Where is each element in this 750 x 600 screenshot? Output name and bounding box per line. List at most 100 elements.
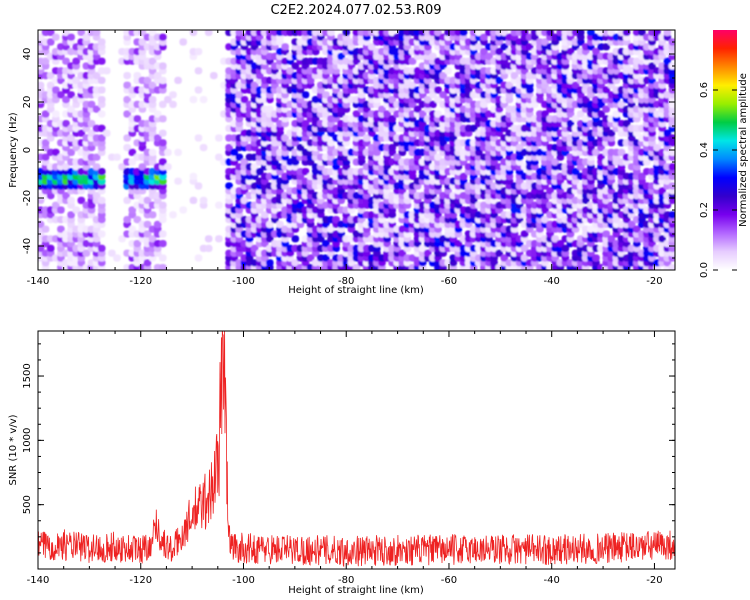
heatmap-cell [92,105,101,113]
heatmap-cell [97,134,106,142]
heatmap-cell [194,254,203,262]
heatmap-cell [103,67,111,75]
heatmap-cell [46,81,55,89]
heatmap-cell [77,30,86,36]
snr-plot-area [38,331,675,569]
heatmap-cell [210,72,218,80]
heatmap-cell [123,134,131,142]
heatmap-cell [67,134,75,142]
heatmap-cell [235,153,244,161]
heatmap-cell [38,220,45,228]
heatmap-cell [77,129,86,137]
heatmap-cell [62,96,70,104]
heatmap-cell [38,81,45,89]
heatmap-cell [199,144,208,152]
heatmap-cell [143,220,152,228]
heatmap-cell [592,254,600,262]
snr-x-tick-label: -60 [441,575,457,586]
heatmap-cell [62,120,70,128]
heatmap-cell [143,230,152,238]
heatmap-cell [92,72,101,80]
heatmap-cell [291,235,300,243]
heatmap-cell [148,211,157,219]
heatmap-cell [174,76,182,84]
heatmap-cell [169,91,177,99]
heatmap-cell [189,96,198,104]
heatmap-cell [97,196,106,204]
chart-title: C2E2.2024.077.02.53.R09 [270,3,441,18]
heatmap-cell [179,206,187,214]
heatmap-x-tick-label: -120 [129,276,152,287]
snr-x-tick-label: -40 [544,575,560,586]
heatmap-cell [67,211,75,219]
heatmap-cell [72,76,80,84]
heatmap-cell [159,230,167,238]
heatmap-cell [159,76,167,84]
heatmap-cell [46,244,55,252]
snr-x-tick-label: -140 [27,575,50,586]
heatmap-y-tick-label: 40 [22,48,33,61]
heatmap-cell [92,192,101,200]
heatmap-cell [133,72,142,80]
heatmap-cell [103,129,111,137]
heatmap-cell [52,201,60,209]
heatmap-cell [159,254,167,262]
heatmap-x-tick-label: -60 [441,276,457,287]
heatmap-cell [123,144,131,152]
heatmap-y-tick-label: -20 [22,190,33,206]
heatmap-cell [266,105,274,113]
heatmap-cell [46,30,55,36]
heatmap-cell [159,62,167,70]
heatmap-cell [97,96,106,104]
snr-x-tick-label: -100 [232,575,255,586]
heatmap-cell [72,57,80,65]
heatmap-cell [148,148,157,156]
heatmap-cell [123,72,131,80]
heatmap-cell [67,148,75,156]
heatmap-cell [97,124,106,132]
snr-y-tick-label: 1000 [22,428,33,453]
heatmap-cell [240,96,249,104]
heatmap-cell [235,30,244,36]
heatmap-cell [92,163,101,171]
heatmap-cell [67,196,75,204]
heatmap-cell [133,115,142,123]
heatmap-cell [291,62,300,70]
heatmap-cell [148,96,157,104]
heatmap-cell [41,110,50,118]
heatmap-cell [164,148,172,156]
heatmap-cell [276,220,284,228]
heatmap-cell [215,235,223,243]
heatmap-cell [153,220,162,228]
heatmap-cell [143,196,152,204]
heatmap-cell [72,206,80,214]
heatmap-cell [123,96,131,104]
heatmap-cell [159,158,167,166]
heatmap-cell [133,240,142,248]
heatmap-cell [41,225,50,233]
heatmap-cell [92,30,101,36]
heatmap-cell [204,235,213,243]
heatmap-cell [97,57,106,65]
heatmap-y-tick-label: 20 [22,96,33,109]
heatmap-cell [266,220,274,228]
snr-x-tick-label: -20 [646,575,662,586]
heatmap-cell [148,81,157,89]
heatmap-cell [281,134,289,142]
heatmap-cell [159,115,167,123]
heatmap-cell [240,196,249,204]
heatmap-x-tick-label: -40 [544,276,560,287]
heatmap-cell [128,225,137,233]
heatmap-cell [46,38,55,46]
heatmap-cell [113,254,121,262]
heatmap-cell [148,57,157,65]
heatmap-cell [97,86,106,94]
heatmap-cell [153,134,162,142]
heatmap-cell [97,76,106,84]
heatmap-cell [194,134,203,142]
heatmap-x-axis-label: Height of straight line (km) [288,285,424,296]
heatmap-cell [123,216,131,224]
heatmap-y-axis-label: Frequency (Hz) [8,112,19,188]
heatmap-cell [38,244,45,252]
heatmap-cell [67,91,75,99]
